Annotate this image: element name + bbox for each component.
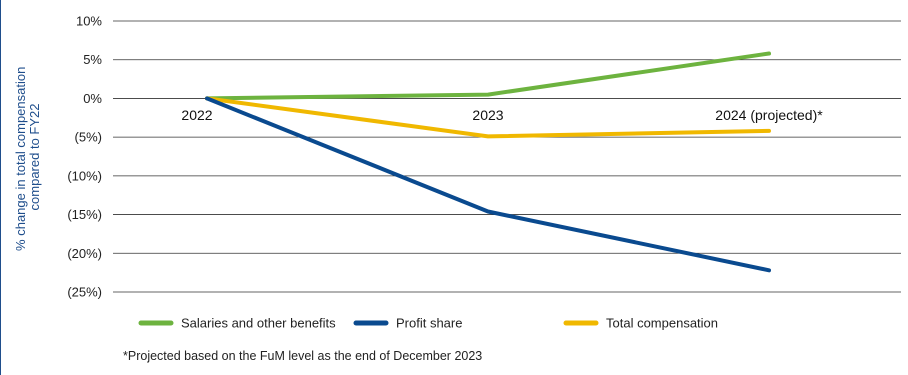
series-line-2: [205, 96, 771, 139]
series-lines: [205, 51, 771, 273]
y-axis-label-line-1: % change in total compensation: [13, 67, 28, 251]
y-tick-label: (10%): [67, 168, 102, 183]
legend-item-0: Salaries and other benefits: [138, 316, 336, 331]
gridlines: [113, 20, 901, 293]
y-tick-label: 0%: [83, 91, 102, 106]
y-tick-label: 5%: [83, 52, 102, 67]
series-line-0: [205, 51, 771, 101]
legend-item-2: Total compensation: [563, 316, 718, 331]
y-tick-label: (5%): [75, 130, 102, 145]
x-category-label: 2022: [181, 107, 212, 123]
y-axis-label-line-2: compared to FY22: [27, 104, 42, 211]
y-tick-labels: 10% 5% 0% (5%) (10%) (15%) (20%) (25%): [67, 14, 102, 300]
y-tick-label: (15%): [67, 207, 102, 222]
y-tick-label: 10%: [76, 14, 102, 29]
legend-label: Total compensation: [606, 316, 718, 331]
y-tick-label: (20%): [67, 246, 102, 261]
y-tick-label: (25%): [67, 285, 102, 300]
legend-label: Salaries and other benefits: [181, 316, 336, 331]
x-category-label: 2024 (projected)*: [715, 107, 823, 123]
category-labels: 2022 2023 2024 (projected)*: [181, 107, 823, 123]
legend-item-1: Profit share: [353, 316, 462, 331]
x-category-label: 2023: [472, 107, 503, 123]
legend-label: Profit share: [396, 316, 462, 331]
series-line-1: [205, 96, 771, 273]
footnote: *Projected based on the FuM level as the…: [123, 349, 482, 363]
y-axis-label: % change in total compensation compared …: [13, 63, 42, 251]
legend: Salaries and other benefits Profit share T…: [138, 316, 718, 331]
